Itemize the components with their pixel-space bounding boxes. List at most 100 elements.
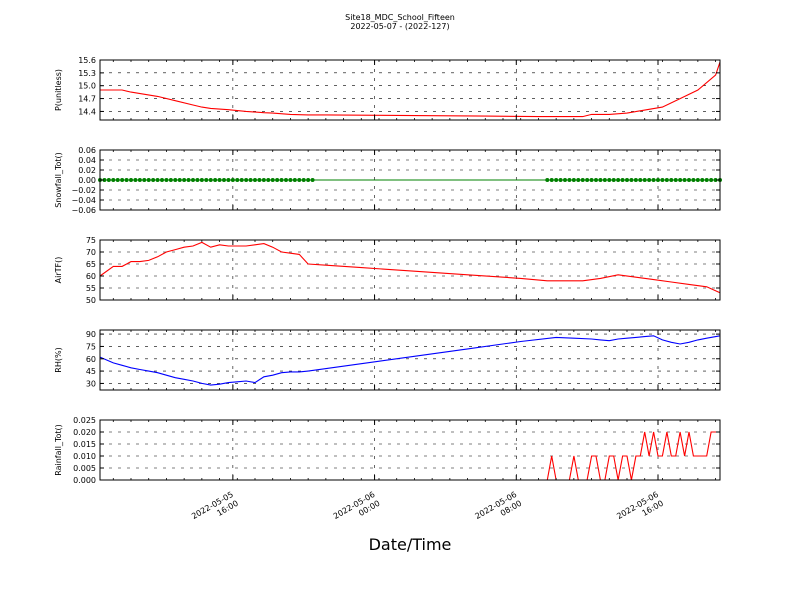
- data-point: [660, 178, 665, 182]
- data-point: [279, 178, 284, 182]
- y-tick-label: 65: [86, 260, 96, 269]
- y-tick-label: 15.0: [78, 82, 96, 91]
- y-tick-label: −0.06: [71, 206, 96, 215]
- data-point: [704, 178, 709, 182]
- y-tick-label: 0.025: [73, 416, 96, 425]
- data-point: [124, 178, 129, 182]
- data-point: [709, 178, 714, 182]
- y-tick-label: 60: [86, 355, 96, 364]
- data-point: [244, 178, 249, 182]
- subplot-1: −0.06−0.04−0.020.000.020.040.06 Snowfall_…: [54, 146, 722, 215]
- data-point: [620, 178, 625, 182]
- data-point: [120, 178, 125, 182]
- data-point: [115, 178, 120, 182]
- data-point: [253, 178, 257, 182]
- y-tick-label: 70: [86, 248, 96, 257]
- data-point: [168, 178, 173, 182]
- data-point: [549, 178, 554, 182]
- data-point: [266, 178, 271, 182]
- y-tick-label: 15.6: [78, 56, 96, 65]
- y-tick-label: 15.3: [78, 69, 96, 78]
- y-tick-label: 55: [86, 284, 96, 293]
- y-tick-label: 60: [86, 272, 96, 281]
- y-tick-label: 14.4: [78, 107, 96, 116]
- x-tick-label: 2022-05-0608:00: [474, 490, 524, 530]
- subplot-3: 30 45 60 75 90 RH(%): [54, 329, 721, 391]
- data-point: [545, 178, 550, 182]
- x-tick-label: 2022-05-0616:00: [615, 490, 665, 530]
- data-point: [199, 178, 204, 182]
- x-axis-label: Date/Time: [369, 535, 452, 554]
- data-point: [563, 178, 567, 182]
- data-point: [589, 178, 594, 182]
- y-tick-label: 0.06: [78, 146, 96, 155]
- y-tick-label: 0.005: [73, 464, 96, 473]
- data-point: [678, 178, 683, 182]
- data-point: [155, 178, 160, 182]
- data-point: [173, 178, 178, 182]
- series-line: [99, 241, 721, 294]
- y-axis-label: AirTF(): [54, 257, 63, 284]
- data-point: [310, 178, 315, 182]
- data-point: [594, 178, 598, 182]
- data-point: [571, 178, 576, 182]
- data-point: [248, 178, 253, 182]
- data-point: [554, 178, 559, 182]
- data-point: [235, 178, 240, 182]
- data-point: [602, 178, 607, 182]
- data-point: [182, 178, 187, 182]
- plot-frame: [99, 329, 721, 391]
- subplot-0: 14.4 14.7 15.0 15.3 15.6 P(unitless): [54, 56, 721, 121]
- x-tick-label: 2022-05-0600:00: [332, 490, 382, 530]
- data-point: [137, 178, 142, 182]
- data-point: [306, 178, 311, 182]
- data-point: [191, 178, 195, 182]
- data-point: [226, 178, 231, 182]
- data-point: [160, 178, 164, 182]
- y-tick-label: 0.020: [73, 428, 96, 437]
- data-point: [580, 178, 585, 182]
- plot-frame: [99, 419, 721, 481]
- data-point: [656, 178, 660, 182]
- data-point: [217, 178, 222, 182]
- data-point: [301, 178, 306, 182]
- data-point: [633, 178, 638, 182]
- plot-frame: [99, 59, 721, 121]
- data-point: [673, 178, 678, 182]
- data-point: [682, 178, 687, 182]
- y-axis-label: P(unitless): [54, 69, 63, 111]
- y-axis-label: Snowfall_Tot(): [54, 152, 63, 208]
- y-tick-label: 0.015: [73, 440, 96, 449]
- data-point: [186, 178, 191, 182]
- data-point: [204, 178, 209, 182]
- y-tick-label: 45: [86, 367, 96, 376]
- data-point: [713, 178, 718, 182]
- data-point: [625, 178, 629, 182]
- data-point: [558, 178, 563, 182]
- y-tick-label: 0.04: [78, 156, 96, 165]
- y-axis-label: RH(%): [54, 347, 63, 372]
- data-point: [669, 178, 674, 182]
- data-point: [288, 178, 293, 182]
- series-line: [100, 61, 721, 118]
- data-point: [664, 178, 669, 182]
- data-point: [151, 178, 156, 182]
- y-tick-label: 75: [86, 236, 96, 245]
- data-point: [297, 178, 302, 182]
- data-point: [695, 178, 700, 182]
- chart-title: Site18_MDC_School_Fifteen: [345, 13, 455, 22]
- subplots: 14.414.715.015.315.6P(unitless)−0.06−0.0…: [54, 56, 722, 530]
- y-tick-label: 0.00: [78, 176, 96, 185]
- data-point: [576, 178, 581, 182]
- data-point: [629, 178, 634, 182]
- data-point: [607, 178, 612, 182]
- series-line: [99, 335, 721, 386]
- data-point: [567, 178, 572, 182]
- data-point: [230, 178, 235, 182]
- plot-frame: [99, 239, 721, 301]
- y-tick-label: −0.04: [71, 196, 96, 205]
- data-point: [292, 178, 297, 182]
- data-point: [585, 178, 590, 182]
- data-point: [106, 178, 111, 182]
